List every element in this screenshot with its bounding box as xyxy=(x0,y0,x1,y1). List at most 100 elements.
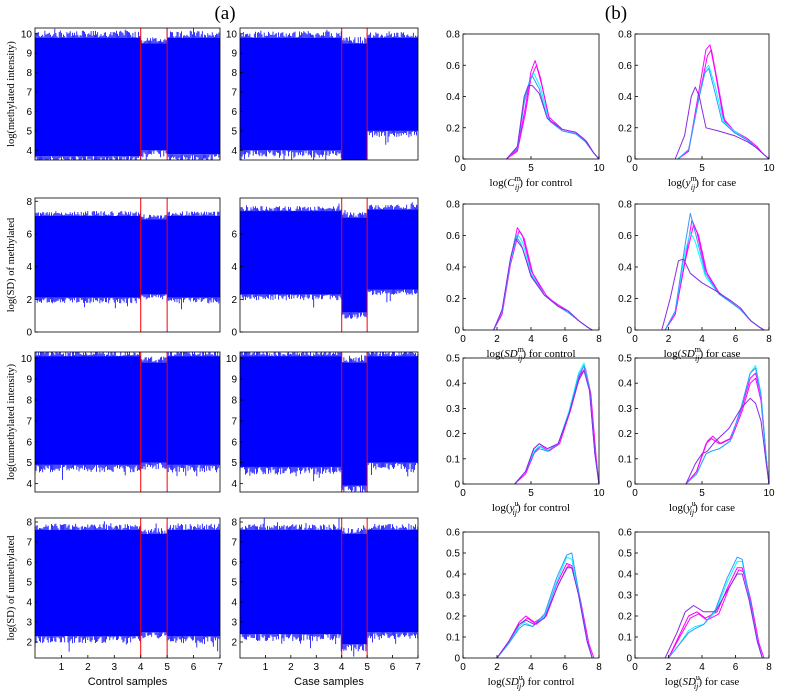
b-row3-case-xlabel: log(yu ij) for case xyxy=(669,499,735,517)
b-row2-case-ytick-label-4: 0.8 xyxy=(618,200,632,211)
a-row4-case-xtick-label-4: 5 xyxy=(364,662,370,673)
a-row2-control-ytick-label-0: 0 xyxy=(26,328,32,339)
a-row4-control-xtick-label-4: 5 xyxy=(164,662,170,673)
a-row1-control-spikes-0 xyxy=(35,28,141,160)
b-row2-control-panel: 0 0.2 0.4 0.6 0.8 0 2 4 6 8 log(SDm ij) for control xyxy=(446,200,602,364)
b-row2-control-ytick-label-3: 0.6 xyxy=(446,231,460,242)
b-row4-control-ytick-label-2: 0.2 xyxy=(446,612,460,623)
b-row2-case-xtick-label-4: 8 xyxy=(766,334,772,345)
a-row3-case-panel: 4 5 6 7 8 9 10 xyxy=(226,351,419,493)
b-row3-case-panel: 0 0.1 0.2 0.3 0.4 0.5 0 5 10 log(yu ij) for case xyxy=(618,354,775,518)
a-row3-control-ytick-label-6: 10 xyxy=(21,354,33,365)
a-row3-control-band-2 xyxy=(167,356,220,465)
a-row3-control-ytick-label-3: 7 xyxy=(26,416,32,427)
b-row4-case-ytick-label-5: 0.5 xyxy=(618,549,632,560)
b-row4-case-ytick-label-4: 0.4 xyxy=(618,570,632,581)
b-row2-case-ytick-label-3: 0.6 xyxy=(618,231,632,242)
a-row2-control-ytick-label-2: 4 xyxy=(26,262,32,273)
b-row2-case-ytick-label-2: 0.4 xyxy=(618,263,632,274)
b-row1-control-ytick-label-2: 0.4 xyxy=(446,92,460,103)
a-row4-case-ytick-label-2: 4 xyxy=(231,598,237,609)
b-row4-case-xtick-label-3: 6 xyxy=(733,662,739,673)
b-row1-control-xtick-label-2: 10 xyxy=(593,163,605,174)
a-row3-case-ytick-label-5: 9 xyxy=(231,375,237,386)
b-row3-case-xtick-label-1: 5 xyxy=(699,488,705,499)
b-row3-case-ytick-label-1: 0.1 xyxy=(618,454,632,465)
b-row2-control-xtick-label-1: 2 xyxy=(494,334,500,345)
b-row3-case-density-line-4 xyxy=(685,397,770,485)
a-row4-control-band-0 xyxy=(35,530,141,636)
panel-a-label: (a) xyxy=(214,3,235,24)
a-row4-case-axes xyxy=(239,517,419,659)
a-row2-control-band-2 xyxy=(167,215,220,298)
b-row1-control-ytick-label-4: 0.8 xyxy=(446,30,460,41)
b-row3-case-ytick-label-5: 0.5 xyxy=(618,354,632,365)
b-row4-control-density-line-3 xyxy=(496,552,593,659)
b-row1-case-ytick-label-3: 0.6 xyxy=(618,61,632,72)
b-row4-case-xlabel: log(SDu ij) for case xyxy=(665,673,740,691)
a-row1-control-band-1 xyxy=(140,43,168,151)
b-row2-control-ytick-label-0: 0 xyxy=(454,326,460,337)
b-row1-control-ytick-label-1: 0.2 xyxy=(446,123,460,134)
b-row2-case-density-line-4 xyxy=(661,258,765,331)
b-row1-case-ytick-label-1: 0.2 xyxy=(618,123,632,134)
b-row4-case-ytick-label-0: 0 xyxy=(626,654,632,665)
b-row4-control-density-line-2 xyxy=(496,556,593,659)
b-row4-control-ytick-label-6: 0.6 xyxy=(446,528,460,539)
b-row3-control-panel: 0 0.1 0.2 0.3 0.4 0.5 0 5 10 log(yu ij) for contro… xyxy=(446,354,605,518)
b-row1-control-density-line-0 xyxy=(506,60,600,160)
b-row4-case-panel: 0 0.1 0.2 0.3 0.4 0.5 0.6 0 2 4 6 8 log(SDu ij) for c… xyxy=(618,528,772,692)
b-row1-control-xtick-label-0: 0 xyxy=(460,163,466,174)
a-row4-case-spikes-0 xyxy=(240,518,342,652)
b-row1-control-ytick-label-0: 0 xyxy=(454,155,460,166)
a-row3-control-ylabel: log(unmethylated intensity) xyxy=(6,363,17,480)
b-row4-control-xtick-label-1: 2 xyxy=(494,662,500,673)
a-row2-control-ytick-label-4: 8 xyxy=(26,197,32,208)
a-row1-case-panel: 4 5 6 7 8 9 10 xyxy=(226,27,419,161)
a-row4-control-ylabel: log(SD) of unmethylated xyxy=(6,535,17,641)
a-row3-control-signal-area xyxy=(35,352,220,480)
a-row1-case-signal-area xyxy=(240,29,418,160)
b-row4-control-xtick-label-0: 0 xyxy=(460,662,466,673)
b-row3-case-density-line-3 xyxy=(685,367,770,485)
a-row3-case-band-1 xyxy=(341,362,368,486)
b-row1-control-axes xyxy=(462,33,600,160)
a-row4-case-ytick-label-1: 3 xyxy=(231,618,237,629)
a-row4-case-xlabel: Case samples xyxy=(294,676,364,688)
a-row4-case-xtick-label-0: 1 xyxy=(263,662,269,673)
b-row4-case-density-line-4 xyxy=(664,573,763,659)
a-row4-control-ytick-label-5: 7 xyxy=(26,538,32,549)
a-row2-control-signal-area xyxy=(35,210,220,310)
b-row2-control-ytick-label-2: 0.4 xyxy=(446,263,460,274)
a-row4-case-xtick-label-1: 2 xyxy=(288,662,294,673)
b-row4-case-ytick-label-1: 0.1 xyxy=(618,633,632,644)
b-row2-control-density-line-2 xyxy=(493,233,593,331)
a-row3-case-ytick-label-2: 6 xyxy=(231,437,237,448)
b-row2-control-density-line-3 xyxy=(493,235,593,331)
b-row1-case-panel: 0 0.2 0.4 0.6 0.8 0 5 10 log(ym ij) for case xyxy=(618,30,775,193)
b-row2-case-xtick-label-2: 4 xyxy=(699,334,705,345)
a-row3-control-band-1 xyxy=(140,362,168,463)
a-row2-control-band-0 xyxy=(35,215,141,298)
a-row3-control-band-0 xyxy=(35,356,141,465)
b-row2-control-ytick-label-4: 0.8 xyxy=(446,200,460,211)
b-row1-control-xtick-label-1: 5 xyxy=(528,163,534,174)
a-row4-case-panel: 2 3 4 5 6 7 8 1 2 3 4 5 6 7 Case samples xyxy=(231,518,421,689)
b-row3-control-xtick-label-2: 10 xyxy=(593,488,605,499)
a-row2-case-axes xyxy=(239,197,419,333)
a-row4-control-ytick-label-3: 5 xyxy=(26,578,32,589)
a-row3-control-axes xyxy=(34,351,221,493)
a-row4-control-xtick-label-2: 3 xyxy=(112,662,118,673)
a-row3-case-signal-area xyxy=(240,352,418,492)
b-row4-case-density-line-0 xyxy=(668,567,763,659)
b-row3-control-ytick-label-3: 0.3 xyxy=(446,404,460,415)
a-row1-control-ytick-label-3: 7 xyxy=(26,88,32,99)
b-row2-case-xtick-label-3: 6 xyxy=(733,334,739,345)
b-row2-control-density-line-1 xyxy=(493,230,593,331)
b-row1-control-density-line-4 xyxy=(506,85,600,160)
a-row1-case-ytick-label-5: 9 xyxy=(231,49,237,60)
b-row4-control-xtick-label-4: 8 xyxy=(596,662,602,673)
a-row2-control-spikes-0 xyxy=(35,210,141,309)
